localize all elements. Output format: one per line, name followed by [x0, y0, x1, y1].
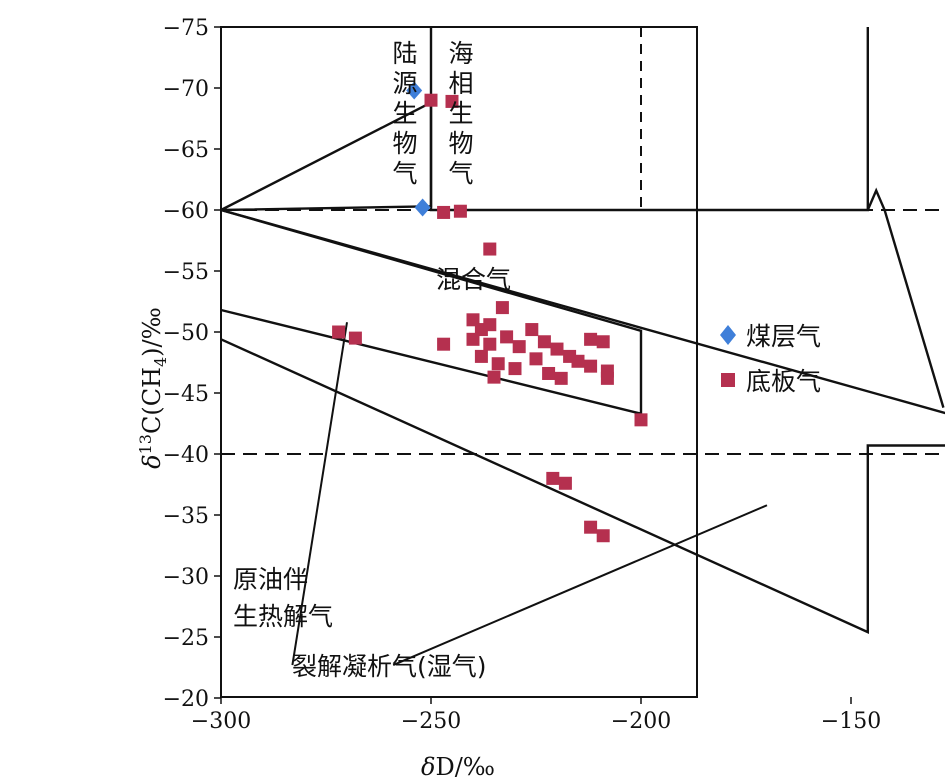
floor-gas-point: [483, 318, 497, 332]
y-tick-label: −50: [163, 321, 209, 346]
floor-gas-point: [571, 354, 585, 368]
floor-gas-point: [437, 205, 451, 219]
y-tick-label: −40: [163, 443, 209, 468]
floor-gas-point: [634, 413, 648, 427]
floor-gas-point: [474, 349, 488, 363]
floor-gas-point: [529, 352, 543, 366]
y-axis-ticks: −75 −70 −65 −60 −55 −50 −45 −40 −35 −30 −25 −20: [163, 16, 221, 712]
floor-gas-point: [445, 94, 459, 108]
region-label-terrestrial-biogenic: 源: [392, 69, 417, 98]
floor-gas-point: [332, 325, 346, 339]
floor-gas-point: [453, 204, 467, 218]
region-label-marine-biogenic: 相: [448, 69, 473, 98]
floor-gas-point: [437, 337, 451, 351]
x-tick-label: −150: [821, 709, 881, 734]
region-label-condensate-cracking-gas: 裂解凝析气(湿气): [292, 652, 487, 681]
region-label-mixed-gas: 混合气: [436, 265, 511, 294]
y-tick-label: −60: [163, 199, 209, 224]
region-label-marine-biogenic: 海: [448, 39, 473, 68]
upper-wedge: [220, 100, 433, 212]
plot-axes: [220, 26, 698, 698]
legend-marker-floor-gas: [721, 373, 735, 387]
label-leader-line: [291, 322, 348, 666]
coalbed-gas-point: [406, 81, 423, 100]
legend-label-floor-gas: 底板气: [746, 367, 821, 396]
x-axis-ticks: −300−250−200−150−100: [191, 697, 881, 734]
floor-gas-point: [512, 340, 526, 354]
oil-associated-gas-region: [220, 208, 643, 416]
plot-frame: [220, 26, 698, 698]
region-label-marine-biogenic: 生: [448, 99, 473, 128]
y-tick-label: −55: [163, 260, 209, 285]
x-axis-label: δD/‰: [421, 753, 495, 781]
y-tick-label: −65: [163, 138, 209, 163]
biogenic-gas-box: [429, 27, 869, 212]
floor-gas-point: [584, 520, 598, 534]
region-label-terrestrial-biogenic: 气: [392, 159, 417, 188]
floor-gas-point: [483, 337, 497, 351]
y-tick-label: −70: [163, 77, 209, 102]
mixed-gas-bump: [866, 187, 945, 408]
x-tick-label: −300: [191, 709, 251, 734]
floor-gas-point: [525, 323, 539, 337]
data-points: [332, 81, 648, 543]
y-tick-label: −35: [163, 504, 209, 529]
floor-gas-point: [537, 335, 551, 349]
mixed-gas-outer-boundary: [220, 208, 945, 634]
legend-label-coalbed-gas: 煤层气: [746, 322, 821, 351]
y-tick-label: −20: [163, 687, 209, 712]
floor-gas-point: [466, 313, 480, 327]
region-label-oil-associated-thermal-gas: 生热解气: [233, 602, 333, 631]
floor-gas-point: [558, 476, 572, 490]
x-tick-label: −200: [611, 709, 671, 734]
floor-gas-point: [584, 332, 598, 346]
region-label-oil-associated-thermal-gas: 原油伴: [233, 565, 308, 594]
region-label-terrestrial-biogenic: 生: [392, 99, 417, 128]
floor-gas-point: [491, 357, 505, 371]
floor-gas-point: [546, 471, 560, 485]
region-boundaries: [220, 27, 945, 666]
reference-dashed-lines: [221, 27, 945, 455]
y-tick-label: −45: [163, 382, 209, 407]
region-label-terrestrial-biogenic: 陆: [392, 39, 417, 68]
x-tick-label: −250: [401, 709, 461, 734]
legend: 煤层气 底板气: [720, 322, 821, 396]
floor-gas-point: [495, 301, 509, 315]
y-tick-label: −25: [163, 626, 209, 651]
floor-gas-point: [584, 359, 598, 373]
floor-gas-point: [600, 371, 614, 385]
floor-gas-point: [508, 362, 522, 376]
label-leader-line: [392, 504, 768, 666]
floor-gas-point: [542, 366, 556, 380]
floor-gas-point: [466, 332, 480, 346]
y-axis-label: δ13C(CH4)/‰: [136, 307, 170, 469]
floor-gas-point: [487, 370, 501, 384]
floor-gas-point: [483, 242, 497, 256]
floor-gas-point: [424, 93, 438, 107]
floor-gas-point: [348, 331, 362, 345]
floor-gas-point: [550, 342, 564, 356]
floor-gas-point: [596, 335, 610, 349]
coalbed-gas-point: [414, 198, 431, 217]
legend-marker-coalbed-gas: [720, 325, 736, 345]
floor-gas-point: [596, 529, 610, 543]
y-tick-label: −75: [163, 16, 209, 41]
region-label-terrestrial-biogenic: 物: [392, 129, 417, 158]
floor-gas-point: [500, 330, 514, 344]
region-label-marine-biogenic: 气: [448, 159, 473, 188]
region-label-marine-biogenic: 物: [448, 129, 473, 158]
y-tick-label: −30: [163, 565, 209, 590]
floor-gas-point: [554, 371, 568, 385]
